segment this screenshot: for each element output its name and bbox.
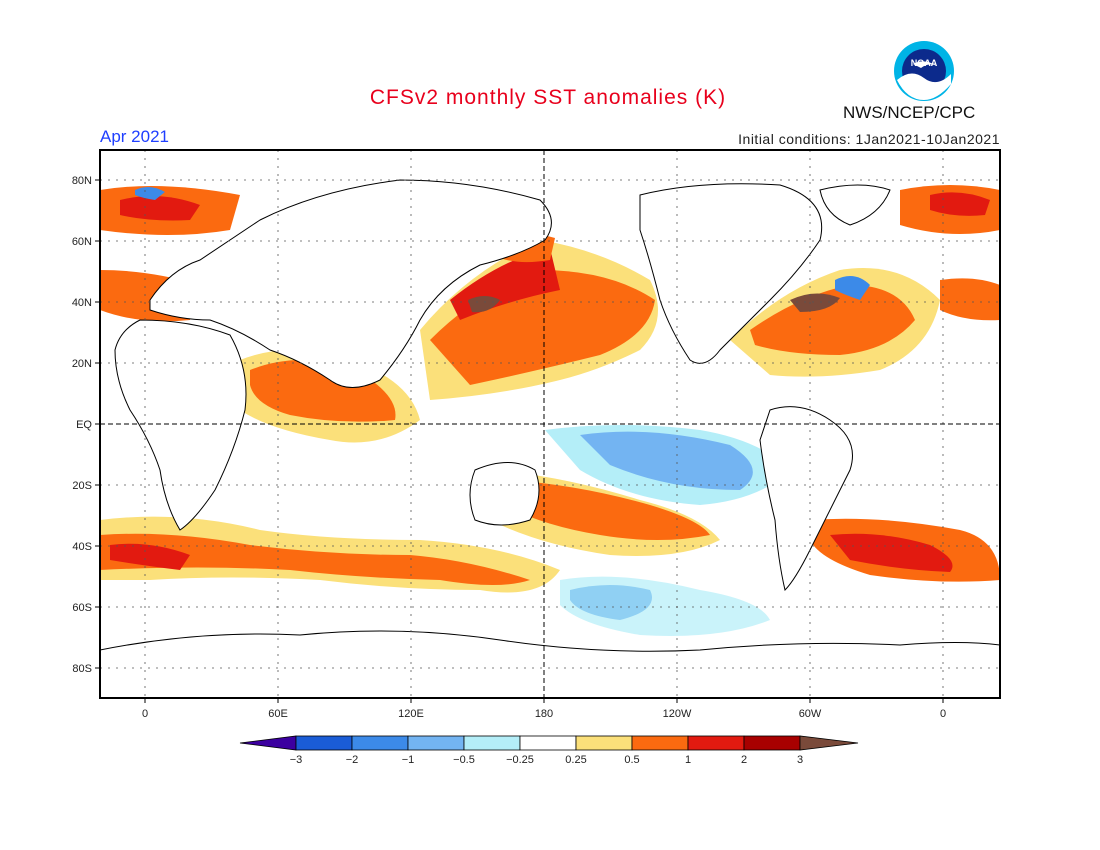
legend-swatch bbox=[295, 735, 353, 751]
lon-label: 0 bbox=[940, 708, 946, 720]
agency-label: NWS/NCEP/CPC bbox=[843, 103, 976, 122]
legend-label: −0.25 bbox=[506, 754, 534, 766]
legend-label: −3 bbox=[290, 754, 303, 766]
color-legend: −3 −2 −1 −0.5 −0.25 0.25 0.5 1 2 3 bbox=[239, 735, 859, 766]
reference-lines bbox=[100, 150, 1000, 698]
greenland bbox=[819, 184, 891, 226]
legend-arrow-high bbox=[799, 735, 859, 751]
lat-label: 40N bbox=[72, 297, 92, 309]
logo-text: NOAA bbox=[911, 58, 938, 68]
legend-label: −1 bbox=[402, 754, 415, 766]
legend-swatch bbox=[351, 735, 409, 751]
legend-swatch bbox=[743, 735, 801, 751]
lat-label: 60S bbox=[72, 602, 92, 614]
lat-label: 60N bbox=[72, 236, 92, 248]
lat-label: 80N bbox=[72, 175, 92, 187]
lat-label: 80S bbox=[72, 663, 92, 675]
anomaly-field bbox=[100, 185, 1000, 636]
lon-label: 180 bbox=[535, 708, 553, 720]
lon-axis: 0 60E 120E 180 120W 60W 0 bbox=[142, 698, 946, 720]
legend-swatch bbox=[463, 735, 521, 751]
legend-swatch bbox=[407, 735, 465, 751]
antarctica bbox=[100, 630, 1000, 698]
eurasia bbox=[149, 179, 552, 388]
continents bbox=[100, 179, 1000, 698]
legend-label: 0.5 bbox=[624, 754, 639, 766]
forecast-period: Apr 2021 bbox=[100, 127, 169, 146]
legend-swatch bbox=[575, 735, 633, 751]
lat-axis: 80N 60N 40N 20N EQ 20S 40S 60S 80S bbox=[72, 175, 100, 675]
legend-swatch bbox=[687, 735, 745, 751]
legend-swatch bbox=[631, 735, 689, 751]
north-america bbox=[639, 183, 823, 364]
lat-label: EQ bbox=[76, 419, 92, 431]
legend-label: −2 bbox=[346, 754, 359, 766]
noaa-logo-icon: NOAA bbox=[894, 41, 954, 101]
africa bbox=[114, 319, 247, 531]
legend-label: 2 bbox=[741, 754, 747, 766]
map-title: CFSv2 monthly SST anomalies (K) bbox=[369, 86, 727, 109]
lon-label: 120W bbox=[663, 708, 692, 720]
lon-label: 60E bbox=[268, 708, 288, 720]
lon-label: 60W bbox=[799, 708, 822, 720]
lon-label: 0 bbox=[142, 708, 148, 720]
lat-label: 40S bbox=[72, 541, 92, 553]
legend-label: 1 bbox=[685, 754, 691, 766]
australia bbox=[469, 462, 540, 526]
legend-label: 3 bbox=[797, 754, 803, 766]
lon-label: 120E bbox=[398, 708, 424, 720]
initial-conditions: Initial conditions: 1Jan2021-10Jan2021 bbox=[738, 131, 1000, 147]
legend-arrow-low bbox=[239, 735, 297, 751]
lat-label: 20S bbox=[72, 480, 92, 492]
lat-label: 20N bbox=[72, 358, 92, 370]
legend-swatch bbox=[519, 735, 577, 751]
legend-label: −0.5 bbox=[453, 754, 475, 766]
legend-label: 0.25 bbox=[565, 754, 586, 766]
